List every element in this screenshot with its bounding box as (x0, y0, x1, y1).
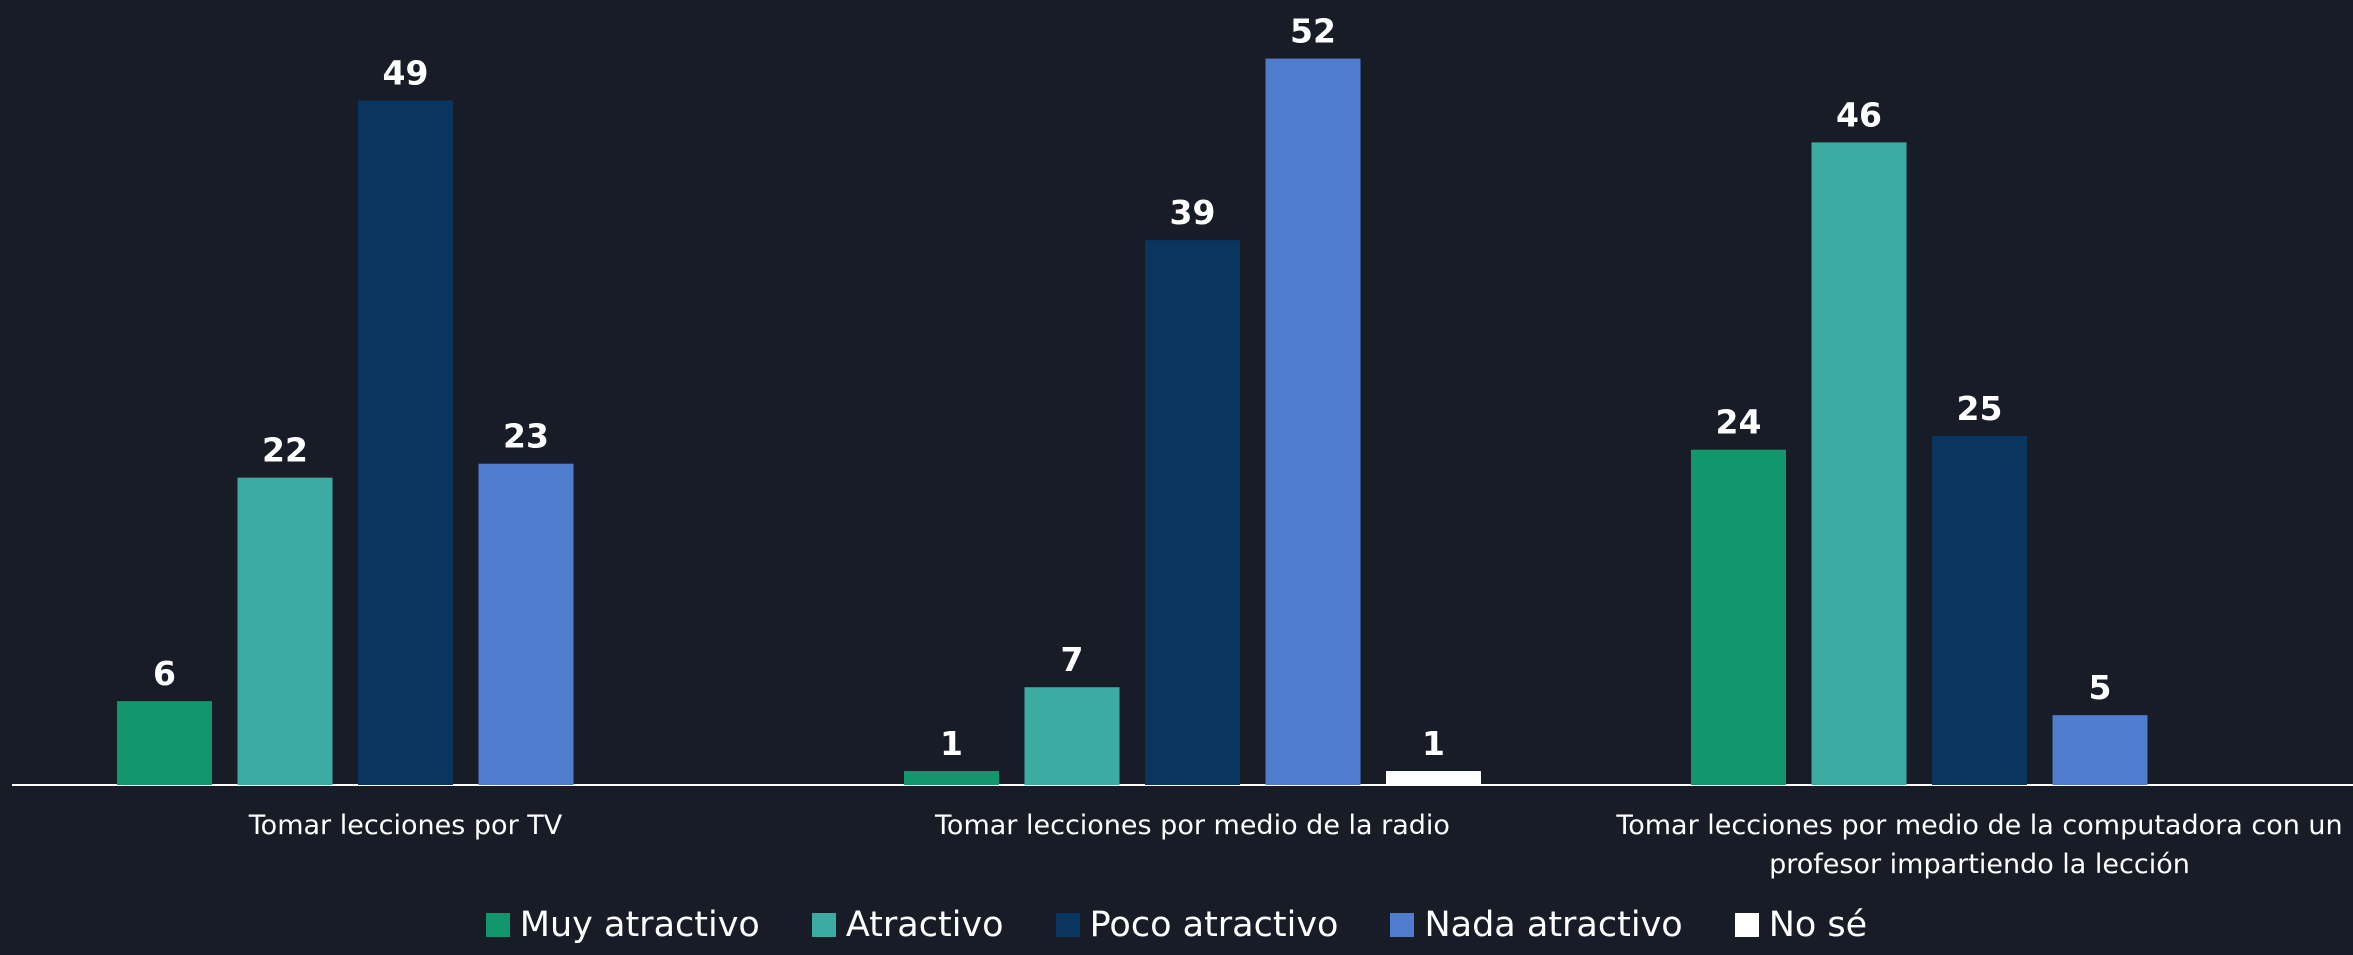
x-tick-label: Tomar lecciones por medio de la computad… (1616, 810, 2343, 880)
legend-swatch (811, 913, 836, 937)
bar (358, 100, 453, 786)
value-label: 46 (1836, 95, 1882, 134)
value-label: 6 (153, 654, 176, 693)
value-label: 52 (1290, 12, 1336, 51)
legend-label: Nada atractivo (1424, 905, 1683, 945)
legend-swatch (1055, 913, 1080, 937)
legend-label: Atractivo (845, 905, 1004, 945)
value-label: 49 (383, 53, 429, 92)
legend-item: Muy atractivo (485, 905, 760, 945)
value-label: 5 (2089, 668, 2112, 707)
value-label: 39 (1170, 193, 1216, 232)
x-tick-label: Tomar lecciones por medio de la radio (935, 810, 1450, 841)
legend-label: Poco atractivo (1089, 905, 1339, 945)
bar (117, 701, 212, 785)
legend-swatch (1734, 913, 1759, 937)
x-tick-label: Tomar lecciones por TV (248, 810, 563, 841)
legend-item: Nada atractivo (1390, 905, 1683, 945)
legend-label: No sé (1768, 905, 1868, 945)
legend-item: No sé (1734, 905, 1868, 945)
value-label: 1 (940, 724, 963, 763)
value-label: 25 (1957, 389, 2003, 428)
bar (478, 463, 574, 785)
bar (1386, 771, 1481, 785)
value-label: 1 (1422, 724, 1445, 763)
bar (1932, 435, 2027, 785)
legend: Muy atractivo Atractivo Poco atractivo Nada… (0, 905, 2353, 945)
bar (1145, 240, 1240, 786)
bar (2052, 715, 2148, 785)
bar (237, 477, 333, 785)
legend-label: Muy atractivo (519, 905, 760, 945)
bar (1811, 142, 1907, 785)
value-label: 7 (1061, 640, 1084, 679)
value-label: 23 (503, 417, 549, 456)
bar (1691, 449, 1786, 785)
legend-swatch (1390, 913, 1415, 937)
legend-item: Atractivo (811, 905, 1004, 945)
value-label: 24 (1716, 403, 1762, 442)
legend-item: Poco atractivo (1055, 905, 1339, 945)
bar (1265, 58, 1361, 786)
bar (1024, 687, 1120, 785)
value-label: 22 (262, 431, 308, 470)
bar (904, 771, 999, 785)
legend-swatch (485, 913, 510, 937)
